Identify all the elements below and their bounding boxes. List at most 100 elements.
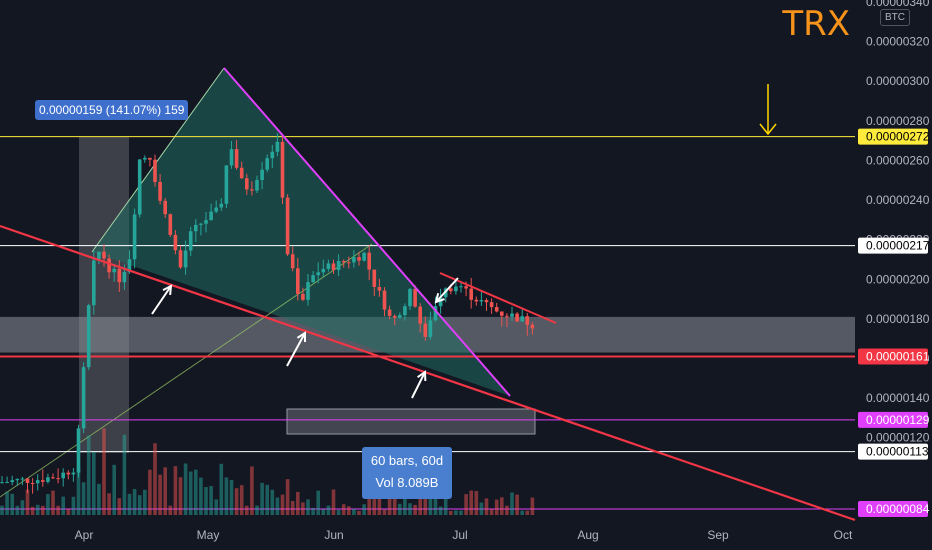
candle-body [76, 428, 81, 473]
volume-bar [347, 506, 351, 515]
candle-body [316, 272, 320, 276]
candle-body [392, 315, 397, 318]
candle-body [336, 260, 341, 271]
volume-bar [316, 490, 320, 515]
candle-body [132, 214, 137, 260]
volume-bar [336, 509, 341, 515]
target-arrow-head [759, 123, 777, 136]
time-axis-tick-4: Aug [577, 528, 598, 542]
candle-body [127, 259, 132, 273]
candle-body [107, 258, 111, 273]
arrow-annotation [286, 332, 306, 367]
volume-bar [209, 485, 213, 515]
candle-body [15, 479, 20, 481]
volume-bar [112, 464, 116, 515]
candle-body [143, 157, 147, 160]
volume-bar [46, 493, 50, 515]
volume-bar [245, 505, 249, 515]
support-trendline [0, 224, 856, 522]
candle-body [41, 480, 45, 482]
volume-bar [326, 505, 331, 515]
candle-body [398, 315, 402, 318]
price-tag-3 [858, 411, 928, 428]
volume-bar [204, 487, 208, 515]
date-range-label: 60 bars, 60d Vol 8.089B [362, 447, 452, 499]
price-axis-tick-4: 0.00000260 [866, 153, 930, 167]
candle-body [525, 316, 530, 325]
price-axis-tick-7: 0.00000200 [866, 272, 930, 286]
volume-bar [408, 503, 412, 515]
candle-body [117, 268, 122, 283]
volume-bar [214, 499, 218, 515]
volume-bar [51, 490, 55, 515]
candle-body [352, 257, 356, 263]
volume-bar [331, 489, 336, 515]
candle-body [428, 320, 433, 337]
candle-body [454, 286, 458, 292]
candle-body [0, 482, 4, 484]
volume-bar [275, 497, 280, 515]
volume-bar [520, 510, 524, 515]
candle-body [51, 477, 55, 479]
arrow-annotation [411, 371, 426, 399]
resistance-trendline [223, 67, 511, 397]
price-tag-0 [858, 128, 928, 145]
candle-body [183, 250, 188, 268]
candle-body [137, 159, 142, 215]
candle-body [341, 260, 346, 263]
volume-bar [392, 495, 397, 515]
price-axis-tick-0: 0.00000340 [866, 0, 930, 9]
candle-body [285, 197, 290, 255]
candle-body [372, 269, 377, 287]
volume-bar [494, 499, 499, 515]
candle-body [321, 268, 326, 273]
candle-body [56, 478, 60, 480]
volume-bar [250, 466, 254, 515]
candle-body [239, 167, 244, 179]
volume-bar [515, 494, 519, 515]
volume-bar [382, 509, 387, 515]
volume-bar [280, 494, 285, 515]
candle-body [275, 141, 280, 152]
candle-body [265, 158, 269, 170]
volume-bar [0, 505, 4, 515]
candle-body [505, 315, 509, 317]
volume-bar [423, 490, 428, 515]
volume-bar [143, 489, 147, 515]
candle-body [97, 251, 101, 261]
arrow-annotation-head [417, 370, 427, 382]
thin-trendline [0, 243, 373, 498]
volume-bar [199, 477, 203, 515]
range-volume-text: Vol 8.089B [375, 475, 439, 490]
candle-body [474, 299, 479, 302]
time-axis-tick-1: May [197, 528, 220, 542]
candle-body [245, 178, 249, 190]
symbol-title: TRX [782, 4, 850, 44]
time-axis-tick-3: Jul [452, 528, 467, 542]
candle-body [403, 306, 407, 316]
candle-body [500, 311, 504, 316]
candle-body [520, 316, 524, 322]
candle-body [331, 263, 336, 271]
price-tag-5 [858, 501, 928, 517]
candle-body [10, 480, 14, 483]
arrow-annotation-head [296, 331, 307, 343]
arrow-annotation [151, 285, 172, 315]
volume-bar [132, 489, 137, 515]
volume-bar [260, 482, 264, 515]
candle-body [30, 482, 35, 484]
volume-bar [163, 467, 167, 515]
volume-bar [428, 491, 433, 515]
candle-body [494, 307, 499, 312]
volume-bar [500, 497, 504, 515]
volume-bar [41, 505, 45, 515]
price-tag-4 [858, 443, 928, 460]
volume-bar [296, 491, 300, 515]
volume-bar [525, 510, 530, 515]
arrow-annotation-head [434, 293, 445, 304]
volume-bar [357, 510, 361, 515]
volume-bar [484, 498, 489, 515]
price-tag-label-3: 0.00000129 [866, 413, 930, 427]
volume-bar [56, 505, 60, 515]
